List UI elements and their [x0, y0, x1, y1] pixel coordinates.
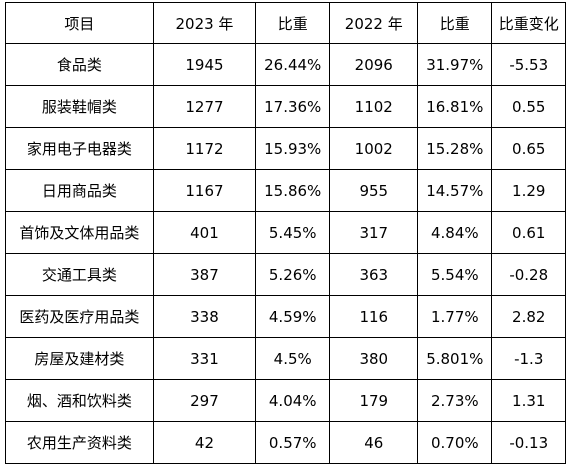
- cell-share-change: 1.29: [491, 169, 566, 212]
- cell-share-2023: 26.44%: [255, 43, 331, 86]
- cell-share-2023: 15.86%: [255, 169, 331, 212]
- table-row: 农用生产资料类 42 0.57% 46 0.70% -0.13: [5, 421, 566, 464]
- header-cell-share-2022: 比重: [417, 2, 493, 44]
- cell-share-2022: 5.54%: [417, 253, 493, 296]
- table-row: 日用商品类 1167 15.86% 955 14.57% 1.29: [5, 169, 566, 212]
- cell-value-2023: 338: [152, 295, 257, 338]
- cell-share-2022: 16.81%: [417, 85, 493, 128]
- cell-item: 日用商品类: [5, 169, 154, 212]
- header-cell-share-change: 比重变化: [491, 2, 566, 44]
- cell-share-change: -5.53: [491, 43, 566, 86]
- cell-share-change: 0.65: [491, 127, 566, 170]
- table-row: 房屋及建材类 331 4.5% 380 5.801% -1.3: [5, 337, 566, 380]
- cell-value-2022: 179: [329, 379, 419, 422]
- table-row: 首饰及文体用品类 401 5.45% 317 4.84% 0.61: [5, 211, 566, 254]
- cell-value-2023: 387: [152, 253, 257, 296]
- cell-item: 服装鞋帽类: [5, 85, 154, 128]
- cell-share-change: -1.3: [491, 337, 566, 380]
- cell-item: 医药及医疗用品类: [5, 295, 154, 338]
- table-row: 医药及医疗用品类 338 4.59% 116 1.77% 2.82: [5, 295, 566, 338]
- cell-value-2022: 116: [329, 295, 419, 338]
- cell-value-2023: 42: [152, 421, 257, 464]
- cell-share-2023: 4.04%: [255, 379, 331, 422]
- cell-value-2022: 1002: [329, 127, 419, 170]
- cell-item: 房屋及建材类: [5, 337, 154, 380]
- cell-share-change: 0.61: [491, 211, 566, 254]
- cell-value-2022: 955: [329, 169, 419, 212]
- cell-share-2022: 15.28%: [417, 127, 493, 170]
- cell-share-2023: 4.5%: [255, 337, 331, 380]
- cell-item: 烟、酒和饮料类: [5, 379, 154, 422]
- cell-share-2023: 15.93%: [255, 127, 331, 170]
- cell-share-change: 0.55: [491, 85, 566, 128]
- cell-share-2022: 14.57%: [417, 169, 493, 212]
- cell-share-2022: 2.73%: [417, 379, 493, 422]
- cell-item: 首饰及文体用品类: [5, 211, 154, 254]
- comparison-table: 项目 2023 年 比重 2022 年 比重 比重变化 食品类 1945 26.44…: [5, 2, 566, 464]
- cell-value-2022: 317: [329, 211, 419, 254]
- cell-value-2023: 1167: [152, 169, 257, 212]
- cell-share-2023: 5.26%: [255, 253, 331, 296]
- table-row: 食品类 1945 26.44% 2096 31.97% -5.53: [5, 43, 566, 86]
- header-cell-share-2023: 比重: [255, 2, 331, 44]
- table-row: 交通工具类 387 5.26% 363 5.54% -0.28: [5, 253, 566, 296]
- cell-share-2022: 1.77%: [417, 295, 493, 338]
- cell-value-2023: 1277: [152, 85, 257, 128]
- cell-share-2022: 31.97%: [417, 43, 493, 86]
- cell-value-2022: 363: [329, 253, 419, 296]
- cell-share-2023: 0.57%: [255, 421, 331, 464]
- cell-share-2022: 4.84%: [417, 211, 493, 254]
- cell-share-2023: 5.45%: [255, 211, 331, 254]
- header-cell-2022: 2022 年: [329, 2, 419, 44]
- table-row: 家用电子电器类 1172 15.93% 1002 15.28% 0.65: [5, 127, 566, 170]
- cell-item: 农用生产资料类: [5, 421, 154, 464]
- cell-value-2023: 401: [152, 211, 257, 254]
- cell-share-change: 1.31: [491, 379, 566, 422]
- header-row: 项目 2023 年 比重 2022 年 比重 比重变化: [5, 2, 566, 44]
- cell-value-2023: 331: [152, 337, 257, 380]
- cell-share-2022: 0.70%: [417, 421, 493, 464]
- cell-share-change: -0.13: [491, 421, 566, 464]
- cell-share-2023: 17.36%: [255, 85, 331, 128]
- cell-value-2023: 297: [152, 379, 257, 422]
- cell-share-2023: 4.59%: [255, 295, 331, 338]
- cell-item: 食品类: [5, 43, 154, 86]
- header-cell-item: 项目: [5, 2, 154, 44]
- cell-value-2022: 2096: [329, 43, 419, 86]
- cell-value-2022: 380: [329, 337, 419, 380]
- cell-share-2022: 5.801%: [417, 337, 493, 380]
- cell-item: 交通工具类: [5, 253, 154, 296]
- cell-share-change: 2.82: [491, 295, 566, 338]
- cell-value-2023: 1172: [152, 127, 257, 170]
- table-row: 烟、酒和饮料类 297 4.04% 179 2.73% 1.31: [5, 379, 566, 422]
- cell-value-2022: 1102: [329, 85, 419, 128]
- cell-item: 家用电子电器类: [5, 127, 154, 170]
- cell-share-change: -0.28: [491, 253, 566, 296]
- header-cell-2023: 2023 年: [152, 2, 257, 44]
- cell-value-2022: 46: [329, 421, 419, 464]
- table-row: 服装鞋帽类 1277 17.36% 1102 16.81% 0.55: [5, 85, 566, 128]
- cell-value-2023: 1945: [152, 43, 257, 86]
